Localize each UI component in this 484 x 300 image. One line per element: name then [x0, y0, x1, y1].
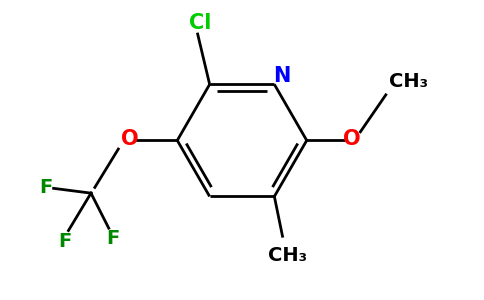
Text: O: O — [121, 130, 138, 149]
Text: F: F — [39, 178, 52, 197]
Text: Cl: Cl — [189, 14, 211, 34]
Text: F: F — [58, 232, 71, 250]
Text: CH₃: CH₃ — [389, 72, 428, 91]
Text: CH₃: CH₃ — [268, 246, 307, 265]
Text: F: F — [106, 229, 119, 248]
Text: O: O — [344, 130, 361, 149]
Text: N: N — [273, 66, 290, 86]
